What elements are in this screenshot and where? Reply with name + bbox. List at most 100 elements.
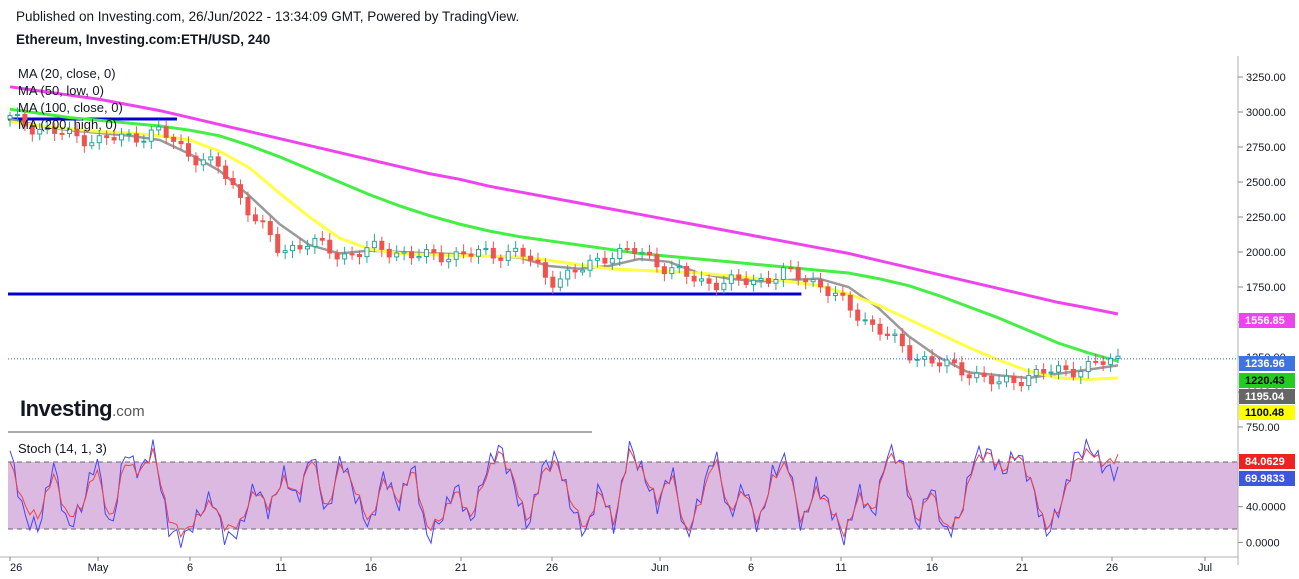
candle-body <box>483 247 489 250</box>
candle-body <box>416 255 422 259</box>
candle-body <box>327 239 333 254</box>
candle-body <box>699 278 705 282</box>
candle-body <box>676 266 682 269</box>
candle-body <box>706 278 712 284</box>
candle-body <box>713 282 719 291</box>
candle-body <box>1078 370 1084 378</box>
candle-body <box>238 184 244 198</box>
candle-body <box>944 359 950 367</box>
candle-body <box>364 247 370 258</box>
candle-body <box>148 129 154 142</box>
stoch-legend: Stoch (14, 1, 3) <box>18 441 107 456</box>
candle-body <box>929 356 935 364</box>
candle-body <box>304 245 310 250</box>
candle-body <box>371 240 377 249</box>
candle-body <box>594 257 600 261</box>
time-tick-label: 26 <box>10 562 22 574</box>
candle-body <box>951 359 957 364</box>
candle-body <box>840 292 846 296</box>
candle-body <box>818 279 824 288</box>
candle-body <box>342 253 348 260</box>
candle-body <box>892 333 898 337</box>
candle-body <box>89 142 95 147</box>
candle-body <box>185 143 191 157</box>
candle-body <box>661 266 667 275</box>
candle-body <box>394 252 400 258</box>
candle-body <box>1003 375 1009 383</box>
candle-body <box>1048 371 1054 374</box>
candle-body <box>349 253 355 256</box>
candle-body <box>357 254 363 258</box>
candle-body <box>1063 365 1069 370</box>
candle-body <box>453 251 459 260</box>
candle-body <box>431 249 437 254</box>
candle-body <box>446 258 452 263</box>
candle-body <box>788 267 794 270</box>
price-tick-label: 2500.00 <box>1246 177 1286 189</box>
candle-body <box>409 251 415 259</box>
candle-body <box>825 286 831 296</box>
candle-body <box>884 333 890 337</box>
price-pane[interactable] <box>7 85 1238 392</box>
candle-body <box>230 177 236 186</box>
candle-body <box>877 323 883 335</box>
candle-body <box>126 133 132 136</box>
candle-body <box>632 248 638 255</box>
published-caption: Published on Investing.com, 26/Jun/2022 … <box>16 9 520 24</box>
time-tick-label: 21 <box>455 562 467 574</box>
stoch-pane[interactable] <box>8 437 1238 548</box>
candle-body <box>275 234 281 253</box>
candle-body <box>773 278 779 284</box>
stoch-band <box>8 461 1238 530</box>
candle-body <box>855 309 861 321</box>
ma-legend-20: MA (20, close, 0) <box>18 66 116 81</box>
candle-body <box>565 269 571 280</box>
stoch-tick-label: 40.0000 <box>1246 502 1286 514</box>
stoch-tag <box>1239 471 1295 486</box>
symbol-title: Ethereum, Investing.com:ETH/USD, 240 <box>16 32 271 47</box>
price-tick-label: 2750.00 <box>1246 142 1286 154</box>
candle-body <box>1100 361 1106 365</box>
investing-logo: Investing.com <box>20 396 145 422</box>
time-tick-label: 26 <box>546 562 558 574</box>
candle-body <box>44 126 50 130</box>
axes: 3250.00 3000.00 2750.00 2500.00 2250.00 2000.… <box>0 56 1295 574</box>
stoch-tag-label: 69.9833 <box>1245 473 1285 485</box>
price-tag <box>1239 313 1295 328</box>
candle-body <box>602 257 608 264</box>
candle-body <box>535 259 541 264</box>
candle-body <box>1085 360 1091 372</box>
candle-body <box>312 237 318 247</box>
price-tag <box>1239 405 1295 420</box>
candle-body <box>691 275 697 282</box>
candle-body <box>1011 375 1017 383</box>
candle-body <box>215 156 221 167</box>
candle-body <box>617 247 623 260</box>
candle-body <box>728 274 734 284</box>
time-tick-label: 21 <box>1016 562 1028 574</box>
ma-legend-50: MA (50, low, 0) <box>18 83 104 98</box>
candle-body <box>862 319 868 322</box>
candle-body <box>461 251 467 255</box>
candle-body <box>996 381 1002 385</box>
candle-body <box>319 237 325 241</box>
candle-body <box>163 126 169 138</box>
candle-body <box>178 140 184 145</box>
ma-legend-100: MA (100, close, 0) <box>18 100 123 115</box>
candle-body <box>245 196 251 216</box>
price-tag <box>1239 356 1295 371</box>
candle-body <box>81 135 87 147</box>
candle-body <box>937 362 943 367</box>
candle-body <box>386 248 392 258</box>
candle-body <box>438 252 444 263</box>
candle-body <box>959 362 965 376</box>
candle-body <box>847 294 853 311</box>
ma-line-4 <box>9 85 1119 316</box>
candle-body <box>542 262 548 278</box>
candle-body <box>193 155 199 166</box>
candle-body <box>528 255 534 261</box>
candle-body <box>550 276 556 288</box>
candle-body <box>282 250 288 253</box>
candle-body <box>29 125 35 135</box>
